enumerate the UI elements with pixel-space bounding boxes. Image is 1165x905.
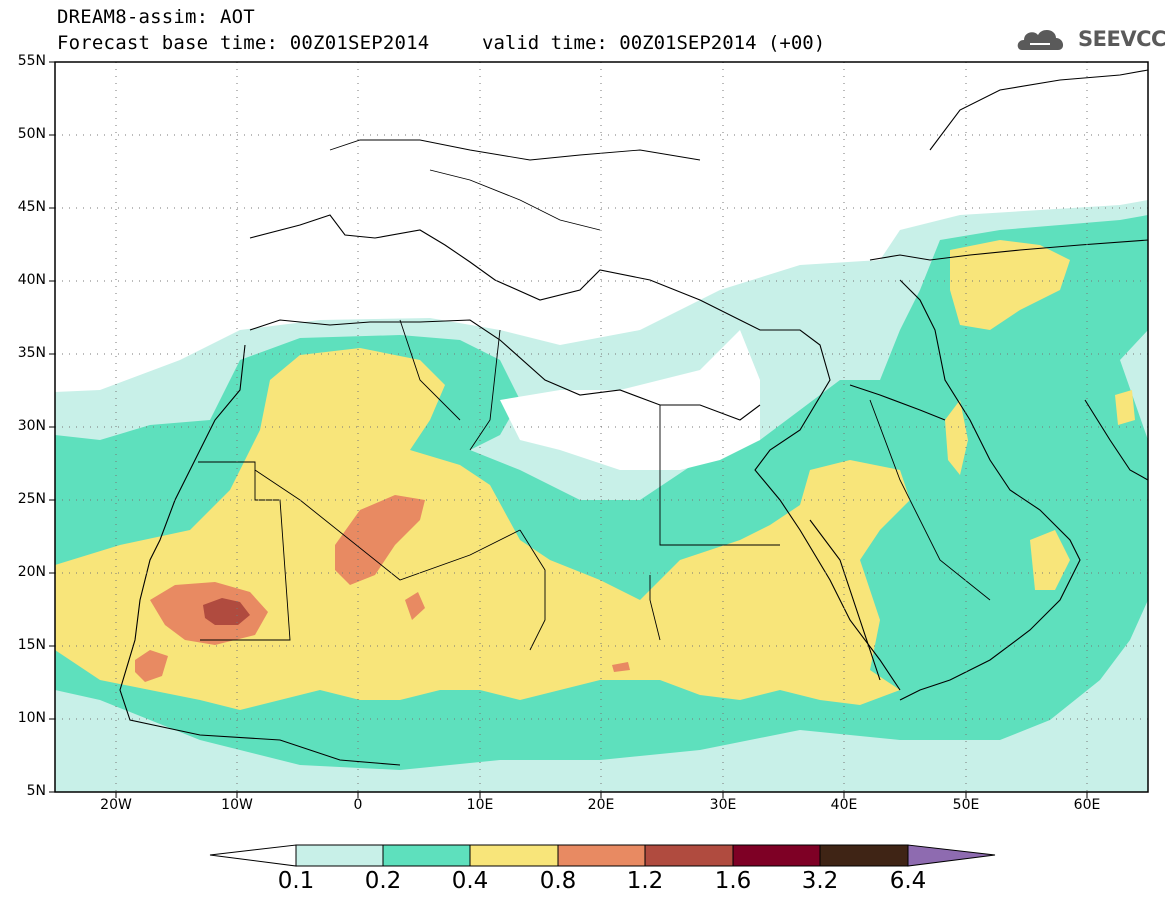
axis-ticks [49,61,1088,798]
contour-0-8-chad [612,662,630,672]
colorbar-label: 6.4 [889,868,927,894]
colorbar-label: 0.4 [451,868,489,894]
contour-1-2 [203,598,250,625]
colorbar-swatch-4 [557,844,646,867]
colorbar-swatch-1 [295,844,384,867]
lon-label: 40E [830,797,858,813]
colorbar-swatch-7 [819,844,909,867]
clear-area-libya [500,330,760,470]
lon-label: 30E [709,797,737,813]
colorbar-label: 0.8 [539,868,577,894]
colorbar-label: 0.2 [364,868,402,894]
cloud-logo-icon [1017,29,1064,50]
colorbar-arrow-right [907,844,996,867]
aot-field [55,62,1148,792]
contour-0-4-pak [1115,390,1135,425]
lat-label: 25N [17,491,46,507]
lat-label: 5N [26,783,46,799]
logo-text: SEEVCCC [1078,27,1165,51]
lat-label: 15N [17,637,46,653]
contour-0-4 [55,348,910,710]
colorbar-swatch-6 [732,844,821,867]
colorbar-label: 0.1 [277,868,315,894]
lat-label: 30N [17,418,46,434]
contour-0-8-senegal [135,650,168,682]
colorbar-label: 1.6 [714,868,752,894]
lon-label: 20W [100,797,132,813]
lon-label: 20E [587,797,615,813]
grid-lines [55,62,1148,792]
colorbar-swatch-3 [469,844,559,867]
colorbar-swatch-2 [382,844,471,867]
lon-label: 50E [952,797,980,813]
lat-label: 20N [17,564,46,580]
lon-label: 0 [353,797,363,813]
lat-label: 10N [17,710,46,726]
colorbar-arrow-left [209,844,297,867]
country-borders [198,139,991,651]
lat-label: 35N [17,345,46,361]
map-title: DREAM8-assim: AOT [57,6,255,28]
colorbar-label: 3.2 [801,868,839,894]
lon-label: 10W [221,797,253,813]
colorbar-label: 1.2 [626,868,664,894]
contour-0-4-oman [1030,530,1070,590]
lat-label: 45N [17,199,46,215]
colorbar-swatch-5 [644,844,734,867]
coastlines [119,69,1148,766]
lon-label: 10E [466,797,494,813]
lat-label: 55N [17,53,46,69]
lat-label: 40N [17,272,46,288]
lon-label: 60E [1073,797,1101,813]
forecast-base-time: Forecast base time: 00Z01SEP2014 [57,32,430,54]
lat-label: 50N [17,126,46,142]
valid-time: valid time: 00Z01SEP2014 (+00) [482,32,826,54]
contour-0-8-niger [405,592,425,620]
colorbar [209,844,996,867]
contour-0-4-caspian [950,240,1070,330]
contour-0-4-persian [945,400,968,475]
